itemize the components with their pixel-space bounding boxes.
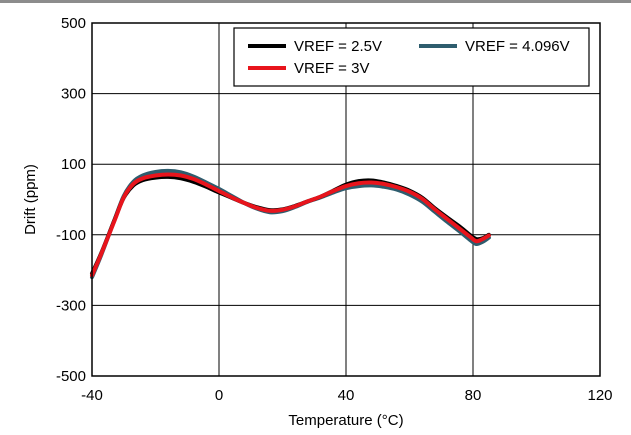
x-tick-labels: -40 0 40 80 120 [81,387,612,404]
legend-label: VREF = 3V [294,60,369,77]
y-tick-label: 300 [61,86,86,103]
y-tick-label: -300 [56,297,86,314]
y-tick-label: -100 [56,227,86,244]
x-tick-label: 120 [587,387,612,404]
y-tick-label: 500 [61,15,86,32]
x-tick-label: 40 [338,387,355,404]
y-axis-label: Drift (ppm) [22,164,39,235]
y-tick-labels: -500 -300 -100 100 300 500 [56,15,86,385]
y-tick-label: -500 [56,368,86,385]
plot-frame [91,22,601,377]
x-tick-label: 80 [465,387,482,404]
series-line-vref-3v [90,172,491,278]
y-tick-label: 100 [61,156,86,173]
legend: VREF = 2.5V VREF = 4.096V VREF = 3V [233,27,590,87]
legend-label: VREF = 2.5V [294,38,382,55]
x-tick-label: -40 [81,387,103,404]
legend-label: VREF = 4.096V [465,38,570,55]
legend-box [233,27,590,87]
series-lines [90,168,491,280]
x-axis-label: Temperature (°C) [288,412,403,429]
x-tick-label: 0 [215,387,223,404]
